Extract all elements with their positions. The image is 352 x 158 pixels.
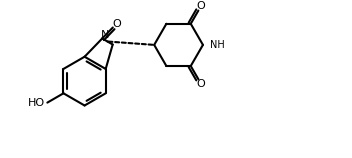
Text: O: O — [112, 19, 121, 29]
Text: NH: NH — [210, 40, 225, 50]
Text: N: N — [101, 30, 109, 40]
Text: HO: HO — [27, 98, 45, 108]
Text: O: O — [197, 1, 206, 11]
Text: O: O — [197, 79, 206, 89]
